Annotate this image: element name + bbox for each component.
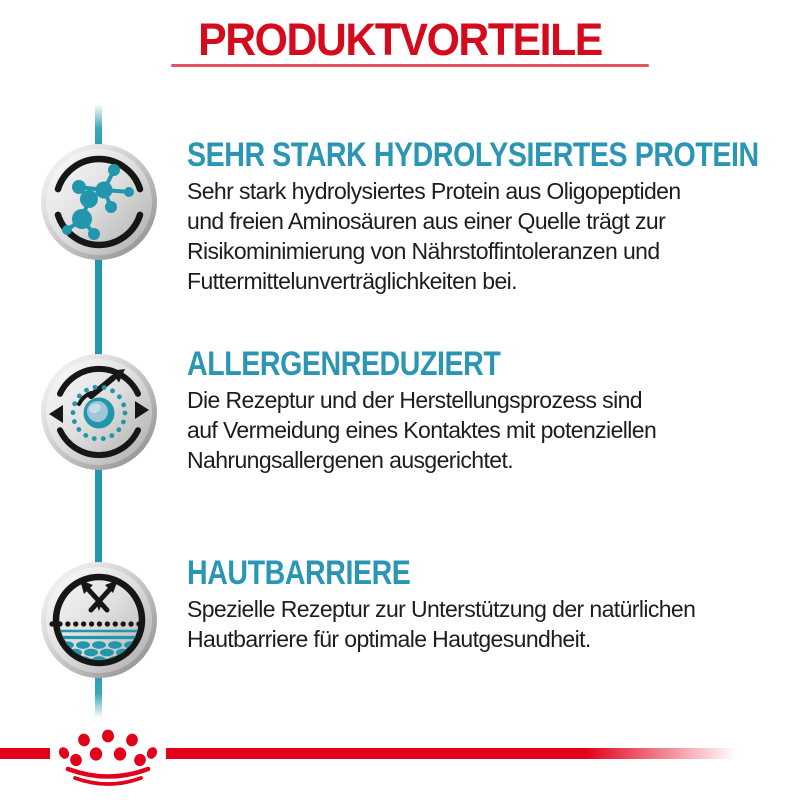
body-line: Sehr stark hydrolysiertes Protein aus Ol…	[187, 178, 681, 204]
body-line: auf Vermeidung eines Kontaktes mit poten…	[187, 417, 657, 443]
title-underline	[171, 64, 649, 67]
page-title: PRODUKTVORTEILE	[198, 14, 603, 65]
section-body: Die Rezeptur und der Herstellungsprozess…	[187, 385, 777, 475]
body-line: Risikominimierung von Nährstoffintoleran…	[187, 238, 660, 264]
body-line: Spezielle Rezeptur zur Unterstützung der…	[187, 596, 696, 622]
section-hydrolyzed-protein: SEHR STARK HYDROLYSIERTES PROTEIN Sehr s…	[187, 138, 777, 296]
footer-stripe-left	[0, 748, 50, 759]
section-allergen-reduced: ALLERGENREDUZIERT Die Rezeptur und der H…	[187, 347, 777, 475]
royal-canin-crown-logo	[52, 727, 164, 789]
section-heading: ALLERGENREDUZIERT	[187, 345, 501, 383]
allergen-cycle-icon	[39, 352, 159, 472]
section-heading: HAUTBARRIERE	[187, 554, 411, 592]
body-line: Hautbarriere für optimale Hautgesundheit…	[187, 626, 591, 652]
section-skin-barrier: HAUTBARRIERE Spezielle Rezeptur zur Unte…	[187, 556, 777, 654]
section-heading: SEHR STARK HYDROLYSIERTES PROTEIN	[187, 136, 759, 174]
body-line: Die Rezeptur und der Herstellungsprozess…	[187, 387, 643, 413]
footer-stripe-right	[166, 748, 748, 759]
section-body: Sehr stark hydrolysiertes Protein aus Ol…	[187, 176, 777, 296]
body-line: und freien Aminosäuren aus einer Quelle …	[187, 208, 666, 234]
body-line: Futtermittelunverträglichkeiten bei.	[187, 268, 518, 294]
molecule-icon	[39, 142, 159, 262]
body-line: Nahrungsallergenen ausgerichtet.	[187, 447, 514, 473]
section-body: Spezielle Rezeptur zur Unterstützung der…	[187, 594, 777, 654]
skin-barrier-icon	[39, 560, 159, 680]
